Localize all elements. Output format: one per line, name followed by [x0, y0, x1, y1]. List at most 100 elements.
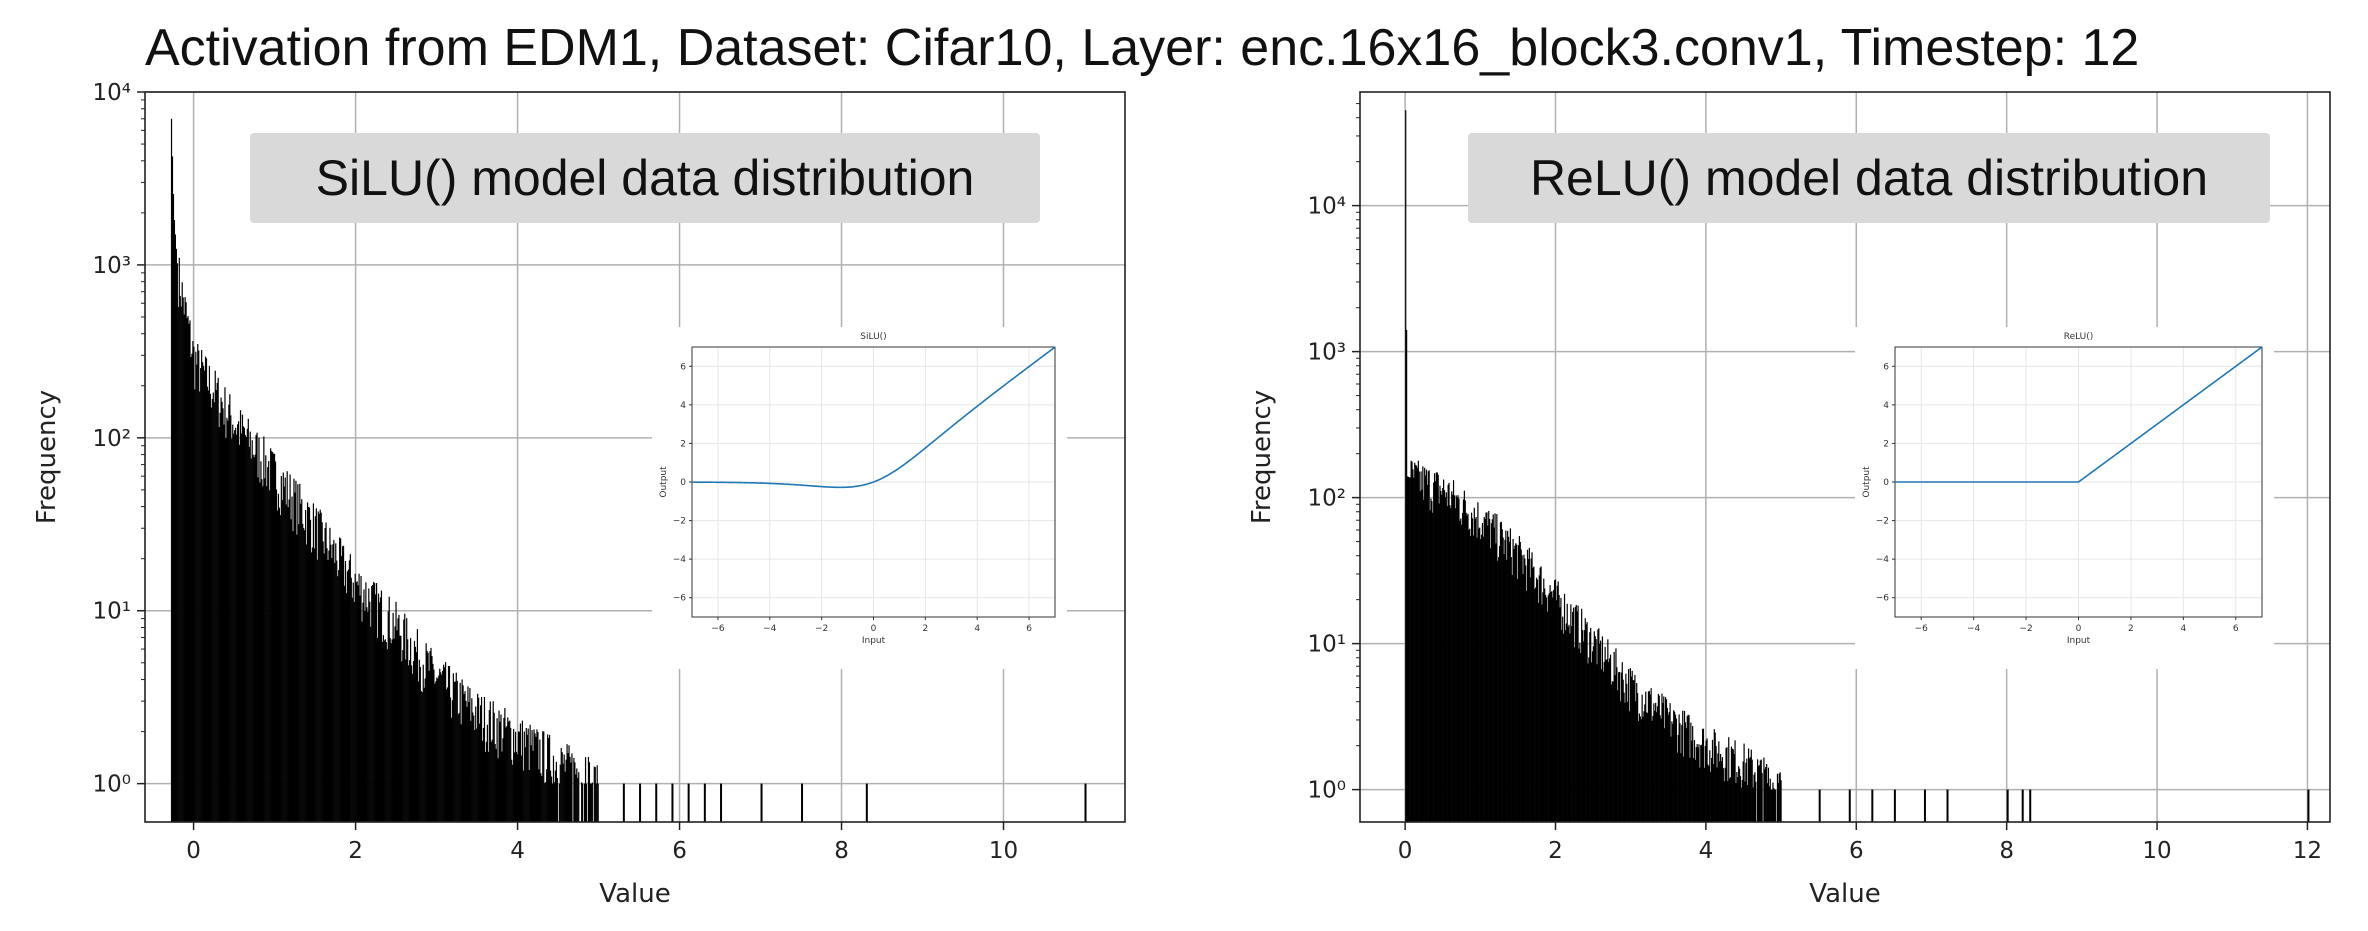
histogram-bar — [331, 557, 333, 822]
histogram-bar — [555, 761, 557, 822]
histogram-bar — [391, 639, 393, 822]
histogram-bar — [1665, 699, 1668, 822]
histogram-bar — [1696, 744, 1698, 822]
histogram-bar — [324, 528, 326, 822]
histogram-bar — [447, 665, 450, 822]
histogram-bar — [518, 731, 521, 822]
histogram-bar — [1496, 514, 1498, 822]
histogram-bar — [185, 302, 187, 823]
histogram-bar — [378, 602, 381, 822]
histogram-bar — [279, 515, 281, 822]
x-tick-label: 8 — [1999, 838, 2014, 864]
histogram-bar — [1587, 663, 1589, 822]
histogram-bar — [1622, 679, 1624, 822]
histogram-bar — [507, 717, 509, 822]
histogram-bar — [1748, 748, 1750, 822]
histogram-bar — [655, 783, 658, 822]
histogram-bar — [1464, 500, 1466, 822]
inset-background — [652, 327, 1067, 669]
histogram-bar — [865, 783, 868, 822]
histogram-bar — [1463, 490, 1465, 822]
histogram-bar — [1556, 585, 1558, 822]
histogram-bar — [496, 718, 498, 822]
histogram-bar — [590, 783, 592, 822]
histogram-bar — [206, 386, 209, 822]
y-tick-label: 10³ — [1308, 340, 1347, 366]
histogram-bar — [1499, 522, 1502, 822]
histogram-bar — [1495, 543, 1497, 822]
histogram-bar — [1596, 664, 1598, 822]
histogram-bar — [290, 519, 292, 822]
histogram-bar — [474, 729, 476, 822]
x-tick-label: 12 — [2293, 838, 2322, 864]
histogram-bar — [203, 370, 206, 822]
y-tick-label: 10⁰ — [1308, 778, 1347, 804]
histogram-bar — [1421, 489, 1423, 822]
histogram-bar — [1492, 514, 1494, 822]
x-tick-label: 0 — [1398, 838, 1413, 864]
histogram-bar — [423, 687, 425, 822]
histogram-bar — [183, 314, 185, 822]
histogram-bar — [1645, 691, 1647, 822]
histogram-bar — [547, 734, 549, 822]
histogram-bar — [172, 194, 175, 823]
histogram-bar — [236, 434, 238, 822]
histogram-bar — [1701, 728, 1704, 822]
y-tick-label: 10² — [93, 426, 132, 452]
histogram-bar — [1591, 651, 1594, 822]
histogram-bar — [434, 683, 436, 822]
histogram-bar — [274, 461, 277, 822]
histogram-bar — [1461, 524, 1463, 822]
histogram-bar — [202, 365, 205, 822]
histogram-bar — [1777, 782, 1779, 822]
histogram-bar — [1578, 648, 1580, 822]
histogram-bar — [1451, 491, 1453, 822]
histogram-bar — [366, 607, 368, 822]
histogram-bar — [538, 769, 540, 822]
histogram-bar — [1475, 516, 1477, 822]
histogram-bar — [458, 712, 460, 822]
x-axis-label: Value — [599, 879, 670, 909]
histogram-bar — [509, 720, 511, 822]
histogram-bar — [234, 430, 236, 822]
histogram-bar — [358, 573, 360, 822]
histogram-bar — [1543, 578, 1545, 822]
panel-label: SiLU() model data distribution — [316, 150, 975, 206]
histogram-bar — [319, 509, 321, 822]
x-tick-label: 4 — [1699, 838, 1714, 864]
histogram-bar — [216, 383, 218, 822]
histogram-bar — [213, 402, 215, 822]
histogram-bar — [1681, 724, 1683, 822]
histogram-bar — [1667, 714, 1669, 822]
histogram-bar — [201, 350, 203, 822]
histogram-bar — [1638, 713, 1641, 822]
histogram-bar — [244, 435, 246, 822]
histogram-bar — [546, 769, 548, 822]
histogram-bar — [1536, 579, 1539, 822]
histogram-bar — [292, 531, 294, 822]
histogram-bar — [1619, 701, 1622, 822]
histogram-bar — [196, 364, 198, 822]
histogram-bar — [524, 747, 526, 822]
histogram-bar — [342, 545, 345, 822]
histogram-bar — [671, 783, 674, 822]
histogram-bar — [1893, 789, 1896, 822]
histogram-bar — [465, 700, 467, 822]
inset-title: SiLU() — [860, 332, 886, 342]
histogram-bar — [356, 581, 358, 822]
histogram-bar — [1517, 578, 1519, 822]
histogram-bar — [1526, 590, 1528, 822]
x-axis-label: Value — [1809, 879, 1880, 909]
histogram-bar — [760, 783, 763, 822]
histogram-bar — [1746, 758, 1748, 822]
histogram-bar — [514, 731, 517, 822]
histogram-bar — [548, 734, 551, 822]
histogram-bar — [1525, 565, 1527, 822]
panel-label-box — [250, 133, 1040, 223]
histogram-bar — [317, 511, 319, 822]
histogram-bar — [1758, 765, 1761, 822]
histogram-bar — [1561, 629, 1563, 822]
histogram-bar — [1640, 719, 1642, 822]
histogram-bar — [1419, 491, 1421, 822]
histogram-bar — [230, 415, 232, 822]
